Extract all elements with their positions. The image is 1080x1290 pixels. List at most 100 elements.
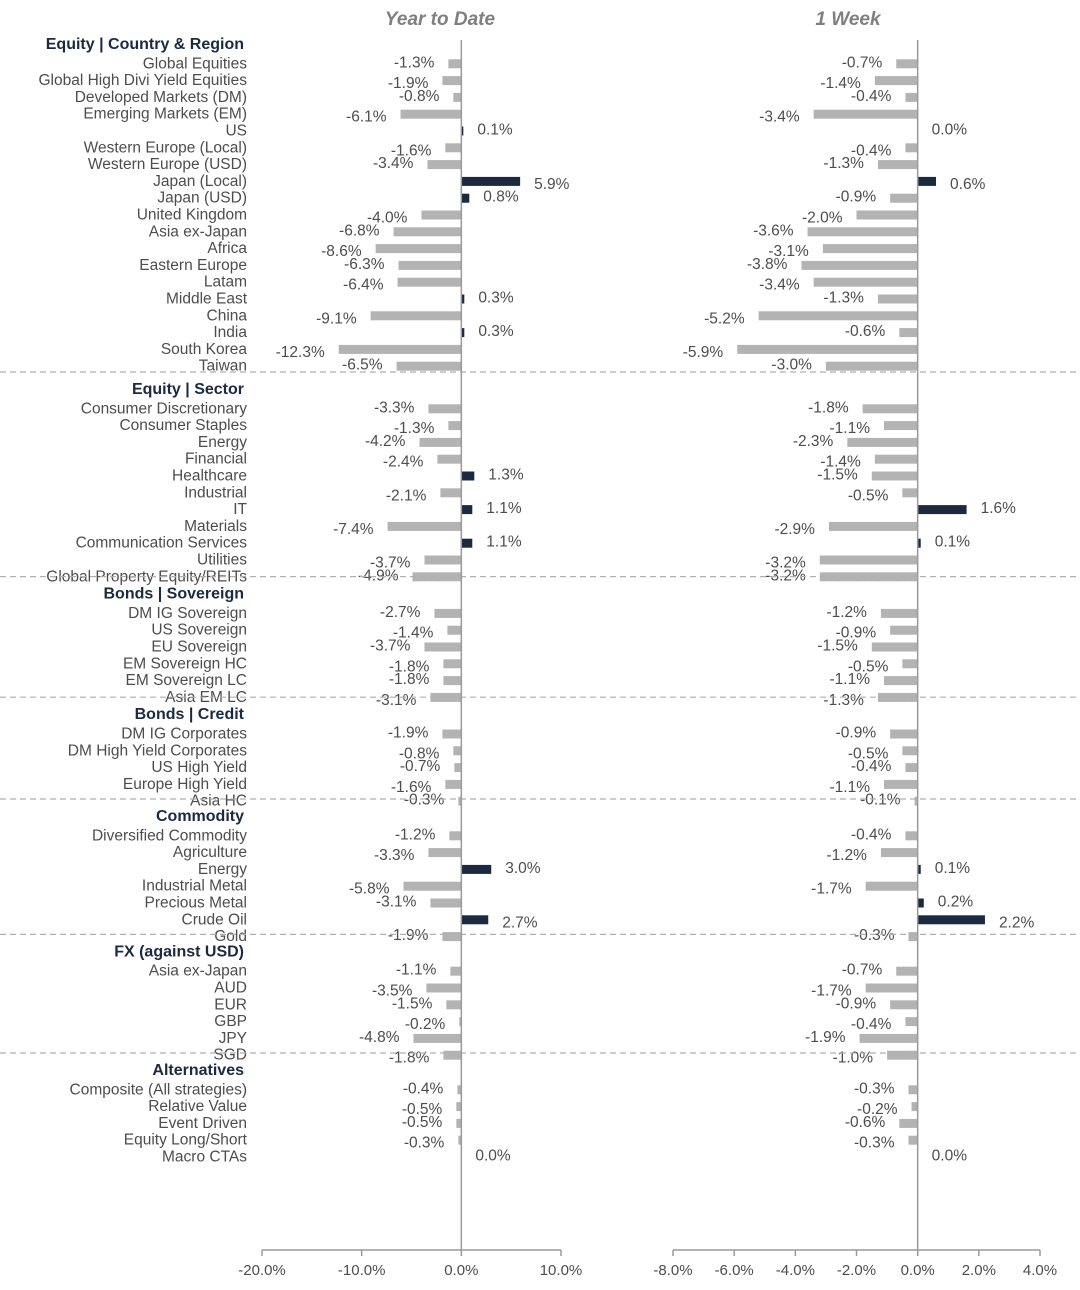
category-label: JPY	[219, 1030, 247, 1047]
category-label: GBP	[214, 1013, 247, 1030]
ytd-value-label: -0.4%	[403, 1080, 444, 1097]
ytd-value-label: 1.1%	[486, 534, 522, 551]
ytd-value-label: -1.1%	[396, 962, 437, 979]
category-label: Crude Oil	[182, 911, 247, 928]
week-value-label: -1.1%	[830, 671, 871, 688]
week-bar	[905, 831, 918, 841]
ytd-value-label: -3.3%	[374, 847, 415, 864]
ytd-bar	[448, 421, 462, 431]
category-label: Utilities	[197, 552, 247, 569]
ytd-bar	[453, 746, 462, 756]
week-bar	[917, 538, 921, 548]
category-label: Global Equities	[143, 55, 248, 72]
ytd-bar	[424, 642, 462, 652]
ytd-value-label: -2.1%	[386, 487, 427, 504]
week-value-label: -1.3%	[823, 692, 864, 709]
ytd-value-label: -3.4%	[373, 155, 414, 172]
week-bar	[813, 277, 918, 287]
category-label: IT	[233, 501, 247, 518]
ytd-value-label: -3.1%	[376, 894, 417, 911]
ytd-value-label: -1.4%	[393, 625, 434, 642]
ytd-bar	[434, 608, 462, 618]
week-value-label: -1.7%	[811, 983, 852, 1000]
week-value-label: -3.0%	[771, 357, 812, 374]
ytd-bar	[440, 488, 462, 498]
category-label: United Kingdom	[137, 207, 247, 224]
ytd-value-label: -1.9%	[388, 75, 429, 92]
ytd-bar	[457, 1085, 462, 1095]
ytd-value-label: 0.3%	[478, 290, 514, 307]
ytd-bar	[400, 109, 462, 119]
ytd-value-label: -6.4%	[343, 277, 384, 294]
ytd-value-label: -3.7%	[370, 638, 411, 655]
week-bar	[865, 881, 918, 891]
category-label: Japan (Local)	[153, 173, 247, 190]
ytd-bar	[437, 454, 462, 464]
week-bar	[902, 488, 918, 498]
ytd-value-label: 5.9%	[534, 176, 570, 193]
category-label: Composite (All strategies)	[70, 1081, 247, 1098]
category-label: Precious Metal	[144, 895, 247, 912]
ytd-bar	[426, 983, 462, 993]
week-value-label: -1.1%	[830, 420, 871, 437]
week-value-label: -0.7%	[842, 962, 883, 979]
ytd-value-label: -1.3%	[394, 54, 435, 71]
category-label: US Sovereign	[151, 622, 247, 639]
week-tick-label: -2.0%	[837, 1262, 876, 1279]
ytd-bar	[370, 311, 462, 321]
week-bar	[899, 1118, 918, 1128]
week-value-label: -1.5%	[817, 467, 858, 484]
category-label: SGD	[213, 1047, 247, 1064]
ytd-bar	[459, 1017, 462, 1027]
week-value-label: -0.5%	[848, 658, 889, 675]
ytd-value-label: -0.8%	[399, 745, 440, 762]
week-value-label: 0.2%	[938, 894, 974, 911]
ytd-bar	[453, 92, 462, 102]
week-bar	[865, 983, 918, 993]
week-bar	[890, 1000, 918, 1010]
ytd-value-label: -12.3%	[276, 344, 325, 361]
week-value-label: -0.9%	[836, 189, 877, 206]
ytd-value-label: -1.9%	[388, 927, 429, 944]
ytd-value-label: -7.4%	[333, 521, 374, 538]
ytd-value-label: -0.3%	[404, 1135, 445, 1152]
week-bar	[905, 143, 918, 153]
ytd-value-label: -4.9%	[358, 567, 399, 584]
ytd-tick-label: 0.0%	[444, 1262, 478, 1279]
category-label: Japan (USD)	[157, 190, 247, 207]
ytd-bar	[443, 676, 462, 686]
category-label: Energy	[198, 861, 247, 878]
week-bar	[859, 1033, 918, 1043]
panel-title-ytd: Year to Date	[385, 9, 496, 30]
week-value-label: -0.4%	[851, 88, 892, 105]
week-bar	[899, 328, 918, 338]
section-title-0: Equity | Country & Region	[46, 36, 244, 53]
section-title-1: Equity | Sector	[132, 381, 244, 398]
ytd-bar	[375, 244, 462, 254]
ytd-bar	[458, 1135, 462, 1145]
category-label: Energy	[198, 434, 247, 451]
ytd-value-label: -6.3%	[344, 256, 385, 273]
category-label: Equity Long/Short	[124, 1132, 248, 1149]
ytd-value-label: -5.8%	[349, 881, 390, 898]
category-label: Industrial Metal	[142, 878, 247, 895]
category-label: Taiwan	[199, 358, 247, 375]
ytd-bar	[445, 143, 462, 153]
week-value-label: -0.9%	[836, 625, 877, 642]
week-value-label: -2.9%	[774, 521, 815, 538]
category-label: Gold	[214, 928, 247, 945]
week-bar	[856, 210, 918, 220]
week-value-label: 0.1%	[935, 860, 971, 877]
week-tick-label: -6.0%	[715, 1262, 754, 1279]
week-value-label: -0.7%	[842, 54, 883, 71]
week-tick-label: -8.0%	[653, 1262, 692, 1279]
ytd-bar	[445, 779, 462, 789]
ytd-bar	[456, 1118, 462, 1128]
week-bar	[896, 59, 918, 69]
ytd-bar	[421, 210, 462, 220]
week-bar	[877, 692, 918, 702]
ytd-bar	[338, 344, 462, 354]
ytd-bar	[461, 176, 521, 186]
ytd-bar	[458, 796, 462, 806]
